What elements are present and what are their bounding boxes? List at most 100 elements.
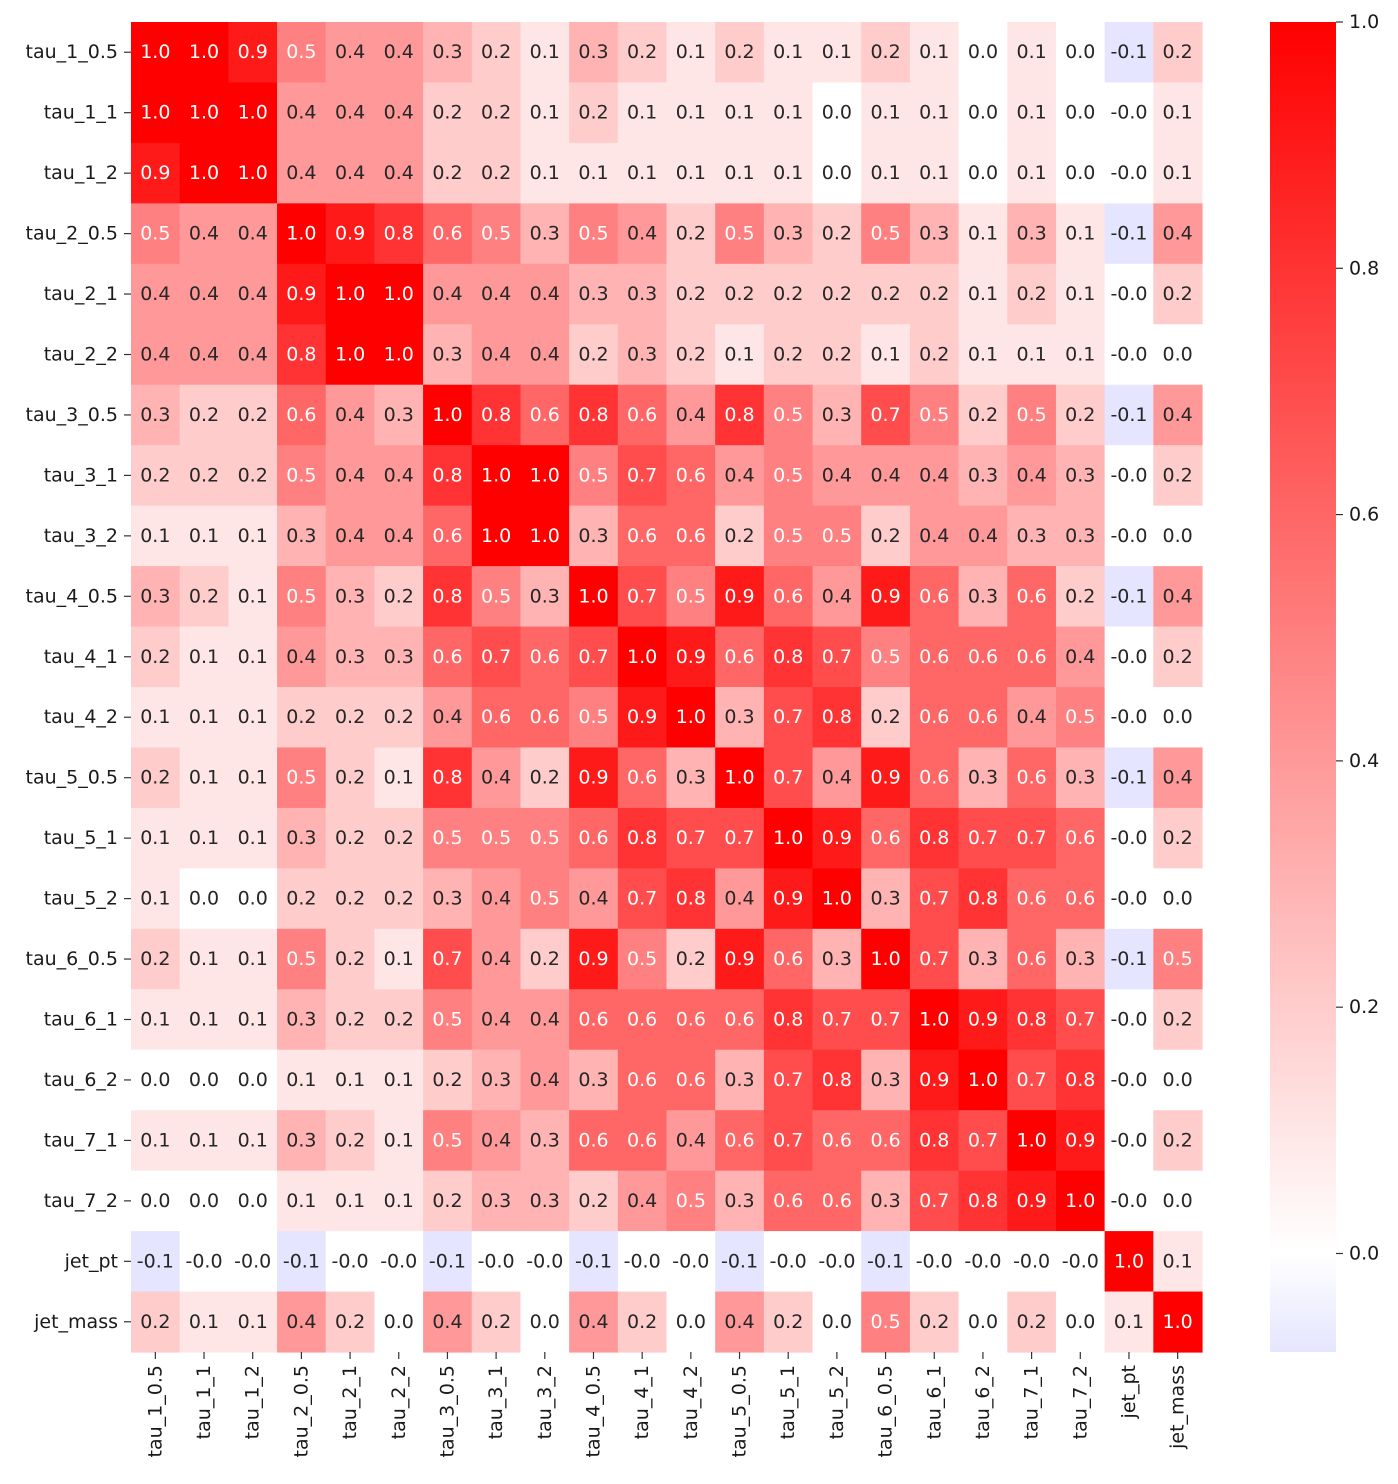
heatmap-cell [471, 1049, 522, 1111]
cell-value-label: 0.0 [1163, 1069, 1193, 1091]
cell-value-label: 0.1 [1017, 41, 1047, 63]
heatmap-cell [471, 566, 522, 628]
heatmap-cell [277, 1049, 327, 1111]
heatmap-cell [1104, 142, 1154, 204]
cell-value-label: 0.1 [238, 1129, 268, 1151]
heatmap-cells: 1.0 1.0 0.9 0.5 0.4 0.4 0.3 0.2 0.1 0.3 0.2 0.1 0.2 0… [131, 22, 1203, 1353]
heatmap-cell [325, 1110, 376, 1172]
heatmap-cell [715, 1110, 765, 1172]
x-tick-label: tau_4_1 [631, 1365, 653, 1439]
cell-value-label: 0.2 [773, 344, 803, 366]
heatmap-cell [861, 1291, 911, 1353]
cell-value-label: 0.0 [822, 162, 852, 184]
heatmap-cell [1153, 1110, 1203, 1172]
heatmap-cell [520, 1231, 570, 1293]
cell-value-label: 0.1 [724, 102, 754, 124]
heatmap-cell [1104, 1231, 1154, 1293]
heatmap-cell [1104, 928, 1154, 990]
cell-value-label: 0.1 [1065, 223, 1095, 245]
cell-value-label: 0.8 [773, 646, 803, 668]
heatmap-cell [1055, 747, 1106, 809]
cell-value-label: 1.0 [676, 706, 706, 728]
heatmap-cell [423, 1110, 473, 1172]
cell-value-label: 0.2 [432, 102, 462, 124]
heatmap-cell [277, 203, 327, 265]
y-tick-label: tau_4_0.5 [26, 585, 118, 607]
y-tick-label: tau_3_0.5 [26, 404, 118, 426]
heatmap-cell [666, 142, 716, 204]
cell-value-label: 0.1 [724, 162, 754, 184]
heatmap-cell [569, 626, 619, 688]
heatmap-cell [715, 807, 765, 869]
heatmap-cell [1007, 1170, 1057, 1232]
cell-value-label: 0.7 [822, 646, 852, 668]
cell-value-label: 0.1 [968, 223, 998, 245]
heatmap-cell [812, 384, 862, 446]
cell-value-label: 0.3 [140, 404, 170, 426]
cell-value-label: 0.8 [822, 1069, 852, 1091]
heatmap-cell [325, 1291, 376, 1353]
cell-value-label: 0.2 [1163, 646, 1193, 668]
heatmap-cell [763, 1110, 814, 1172]
cell-value-label: 1.0 [238, 162, 268, 184]
heatmap-cell [325, 445, 376, 507]
cell-value-label: 0.5 [530, 827, 560, 849]
heatmap-cell [958, 807, 1008, 869]
cell-value-label: 0.7 [919, 1190, 949, 1212]
heatmap-cell [374, 626, 424, 688]
colorbar-tick-label: 0.6 [1349, 504, 1379, 526]
heatmap-cell [909, 445, 960, 507]
cell-value-label: 1.0 [189, 102, 219, 124]
cell-value-label: 0.3 [676, 767, 706, 789]
cell-value-label: 0.1 [238, 948, 268, 970]
heatmap-cell [423, 445, 473, 507]
cell-value-label: 0.2 [773, 283, 803, 305]
cell-value-label: 0.7 [1017, 1069, 1047, 1091]
cell-value-label: -0.0 [478, 1250, 515, 1272]
cell-value-label: 0.1 [627, 162, 657, 184]
cell-value-label: 0.1 [724, 344, 754, 366]
heatmap-cell [131, 203, 181, 265]
cell-value-label: 0.6 [1017, 646, 1047, 668]
heatmap-cell [374, 1291, 424, 1353]
cell-value-label: 0.2 [1163, 464, 1193, 486]
heatmap-cell [325, 868, 376, 930]
heatmap-cell [1104, 82, 1154, 144]
heatmap-cell [812, 22, 862, 84]
cell-value-label: 0.1 [530, 41, 560, 63]
cell-value-label: 0.1 [140, 1009, 170, 1031]
cell-value-label: 0.0 [968, 162, 998, 184]
cell-value-label: 0.5 [432, 1009, 462, 1031]
cell-value-label: 1.0 [530, 525, 560, 547]
heatmap-cell [617, 505, 668, 567]
heatmap-cell [228, 1049, 278, 1111]
cell-value-label: 0.1 [773, 41, 803, 63]
cell-value-label: 0.4 [627, 223, 657, 245]
heatmap-cell [423, 1231, 473, 1293]
cell-value-label: 0.2 [335, 888, 365, 910]
heatmap-cell [861, 868, 911, 930]
cell-value-label: 0.9 [140, 162, 170, 184]
cell-value-label: 0.7 [968, 1129, 998, 1151]
heatmap-cell [228, 1110, 278, 1172]
cell-value-label: 0.0 [968, 1311, 998, 1333]
heatmap-cell [131, 566, 181, 628]
x-axis-ticks: tau_1_0.5 tau_1_1 tau_1_2 tau_2_0.5 tau_2_1 t… [144, 1352, 1189, 1457]
cell-value-label: 0.9 [919, 1069, 949, 1091]
heatmap-cell [909, 1049, 960, 1111]
heatmap-cell [374, 1049, 424, 1111]
x-tick-label: tau_2_1 [339, 1365, 361, 1439]
cell-value-label: 0.6 [724, 1009, 754, 1031]
cell-value-label: 0.2 [627, 41, 657, 63]
heatmap-cell [666, 384, 716, 446]
cell-value-label: 0.3 [724, 1190, 754, 1212]
cell-value-label: 0.9 [627, 706, 657, 728]
heatmap-cell [423, 989, 473, 1051]
heatmap-cell [715, 1231, 765, 1293]
cell-value-label: -0.0 [1110, 1129, 1147, 1151]
cell-value-label: 0.2 [1017, 1311, 1047, 1333]
cell-value-label: -0.0 [185, 1250, 222, 1272]
heatmap-cell [131, 747, 181, 809]
cell-value-label: 0.7 [1065, 1009, 1095, 1031]
heatmap-cell [1104, 566, 1154, 628]
